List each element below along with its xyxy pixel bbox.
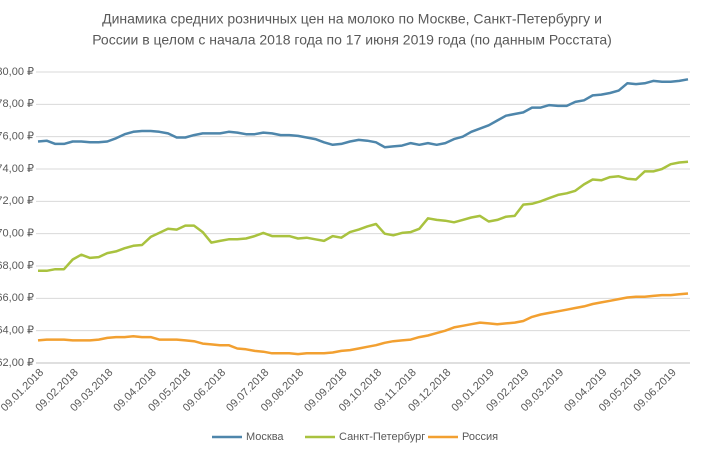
legend-label: Санкт-Петербург: [339, 431, 425, 443]
y-tick-label: 64,00 ₽: [0, 325, 34, 337]
series-line: [38, 160, 689, 273]
y-tick-label: 80,00 ₽: [0, 66, 34, 78]
y-tick-label: 78,00 ₽: [0, 98, 34, 110]
y-tick-label: 62,00 ₽: [0, 357, 34, 369]
legend-label: Москва: [246, 431, 284, 443]
y-tick-label: 68,00 ₽: [0, 260, 34, 272]
y-tick-label: 76,00 ₽: [0, 131, 34, 143]
series-line: [37, 78, 689, 149]
y-tick-label: 74,00 ₽: [0, 163, 34, 175]
y-tick-label: 70,00 ₽: [0, 228, 34, 240]
series-line: [37, 292, 689, 356]
chart-title: России в целом с начала 2018 года по 17 …: [92, 32, 612, 48]
y-tick-label: 72,00 ₽: [0, 195, 34, 207]
chart-title: Динамика средних розничных цен на молоко…: [102, 11, 602, 27]
y-tick-label: 66,00 ₽: [0, 292, 34, 304]
legend-label: Россия: [462, 431, 498, 443]
